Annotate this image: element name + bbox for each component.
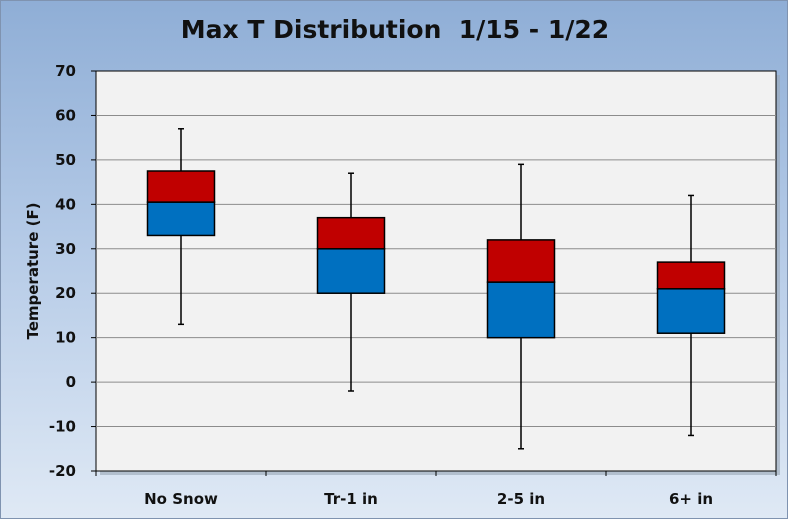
box-upper-3 <box>656 261 726 290</box>
x-tick-label-3: 6+ in <box>669 490 713 508</box>
box-upper-0 <box>146 170 216 203</box>
chart-title: Max T Distribution 1/15 - 1/22 <box>180 15 610 44</box>
y-tick-label: 70 <box>55 62 76 80</box>
y-tick-label: 50 <box>55 151 76 169</box>
box-lower-0 <box>146 201 216 237</box>
box-upper-2 <box>486 239 556 283</box>
x-tick-label-0: No Snow <box>144 490 218 508</box>
y-tick-label: 10 <box>55 329 76 347</box>
y-tick-label: 30 <box>55 240 76 258</box>
x-tick-label-2: 2-5 in <box>497 490 545 508</box>
y-tick-label: 20 <box>55 284 76 302</box>
box-upper-1 <box>316 216 386 250</box>
y-tick-label: -20 <box>49 462 76 480</box>
y-tick-label: 0 <box>66 373 76 391</box>
x-tick-label-1: Tr-1 in <box>324 490 378 508</box>
y-tick-label: 60 <box>55 106 76 124</box>
box-lower-2 <box>486 281 556 339</box>
y-tick-label: 40 <box>55 195 76 213</box>
y-tick-label: -10 <box>49 418 76 436</box>
y-axis-label: Temperature (F) <box>24 202 42 339</box>
box-lower-1 <box>316 248 386 294</box>
box-lower-3 <box>656 288 726 334</box>
